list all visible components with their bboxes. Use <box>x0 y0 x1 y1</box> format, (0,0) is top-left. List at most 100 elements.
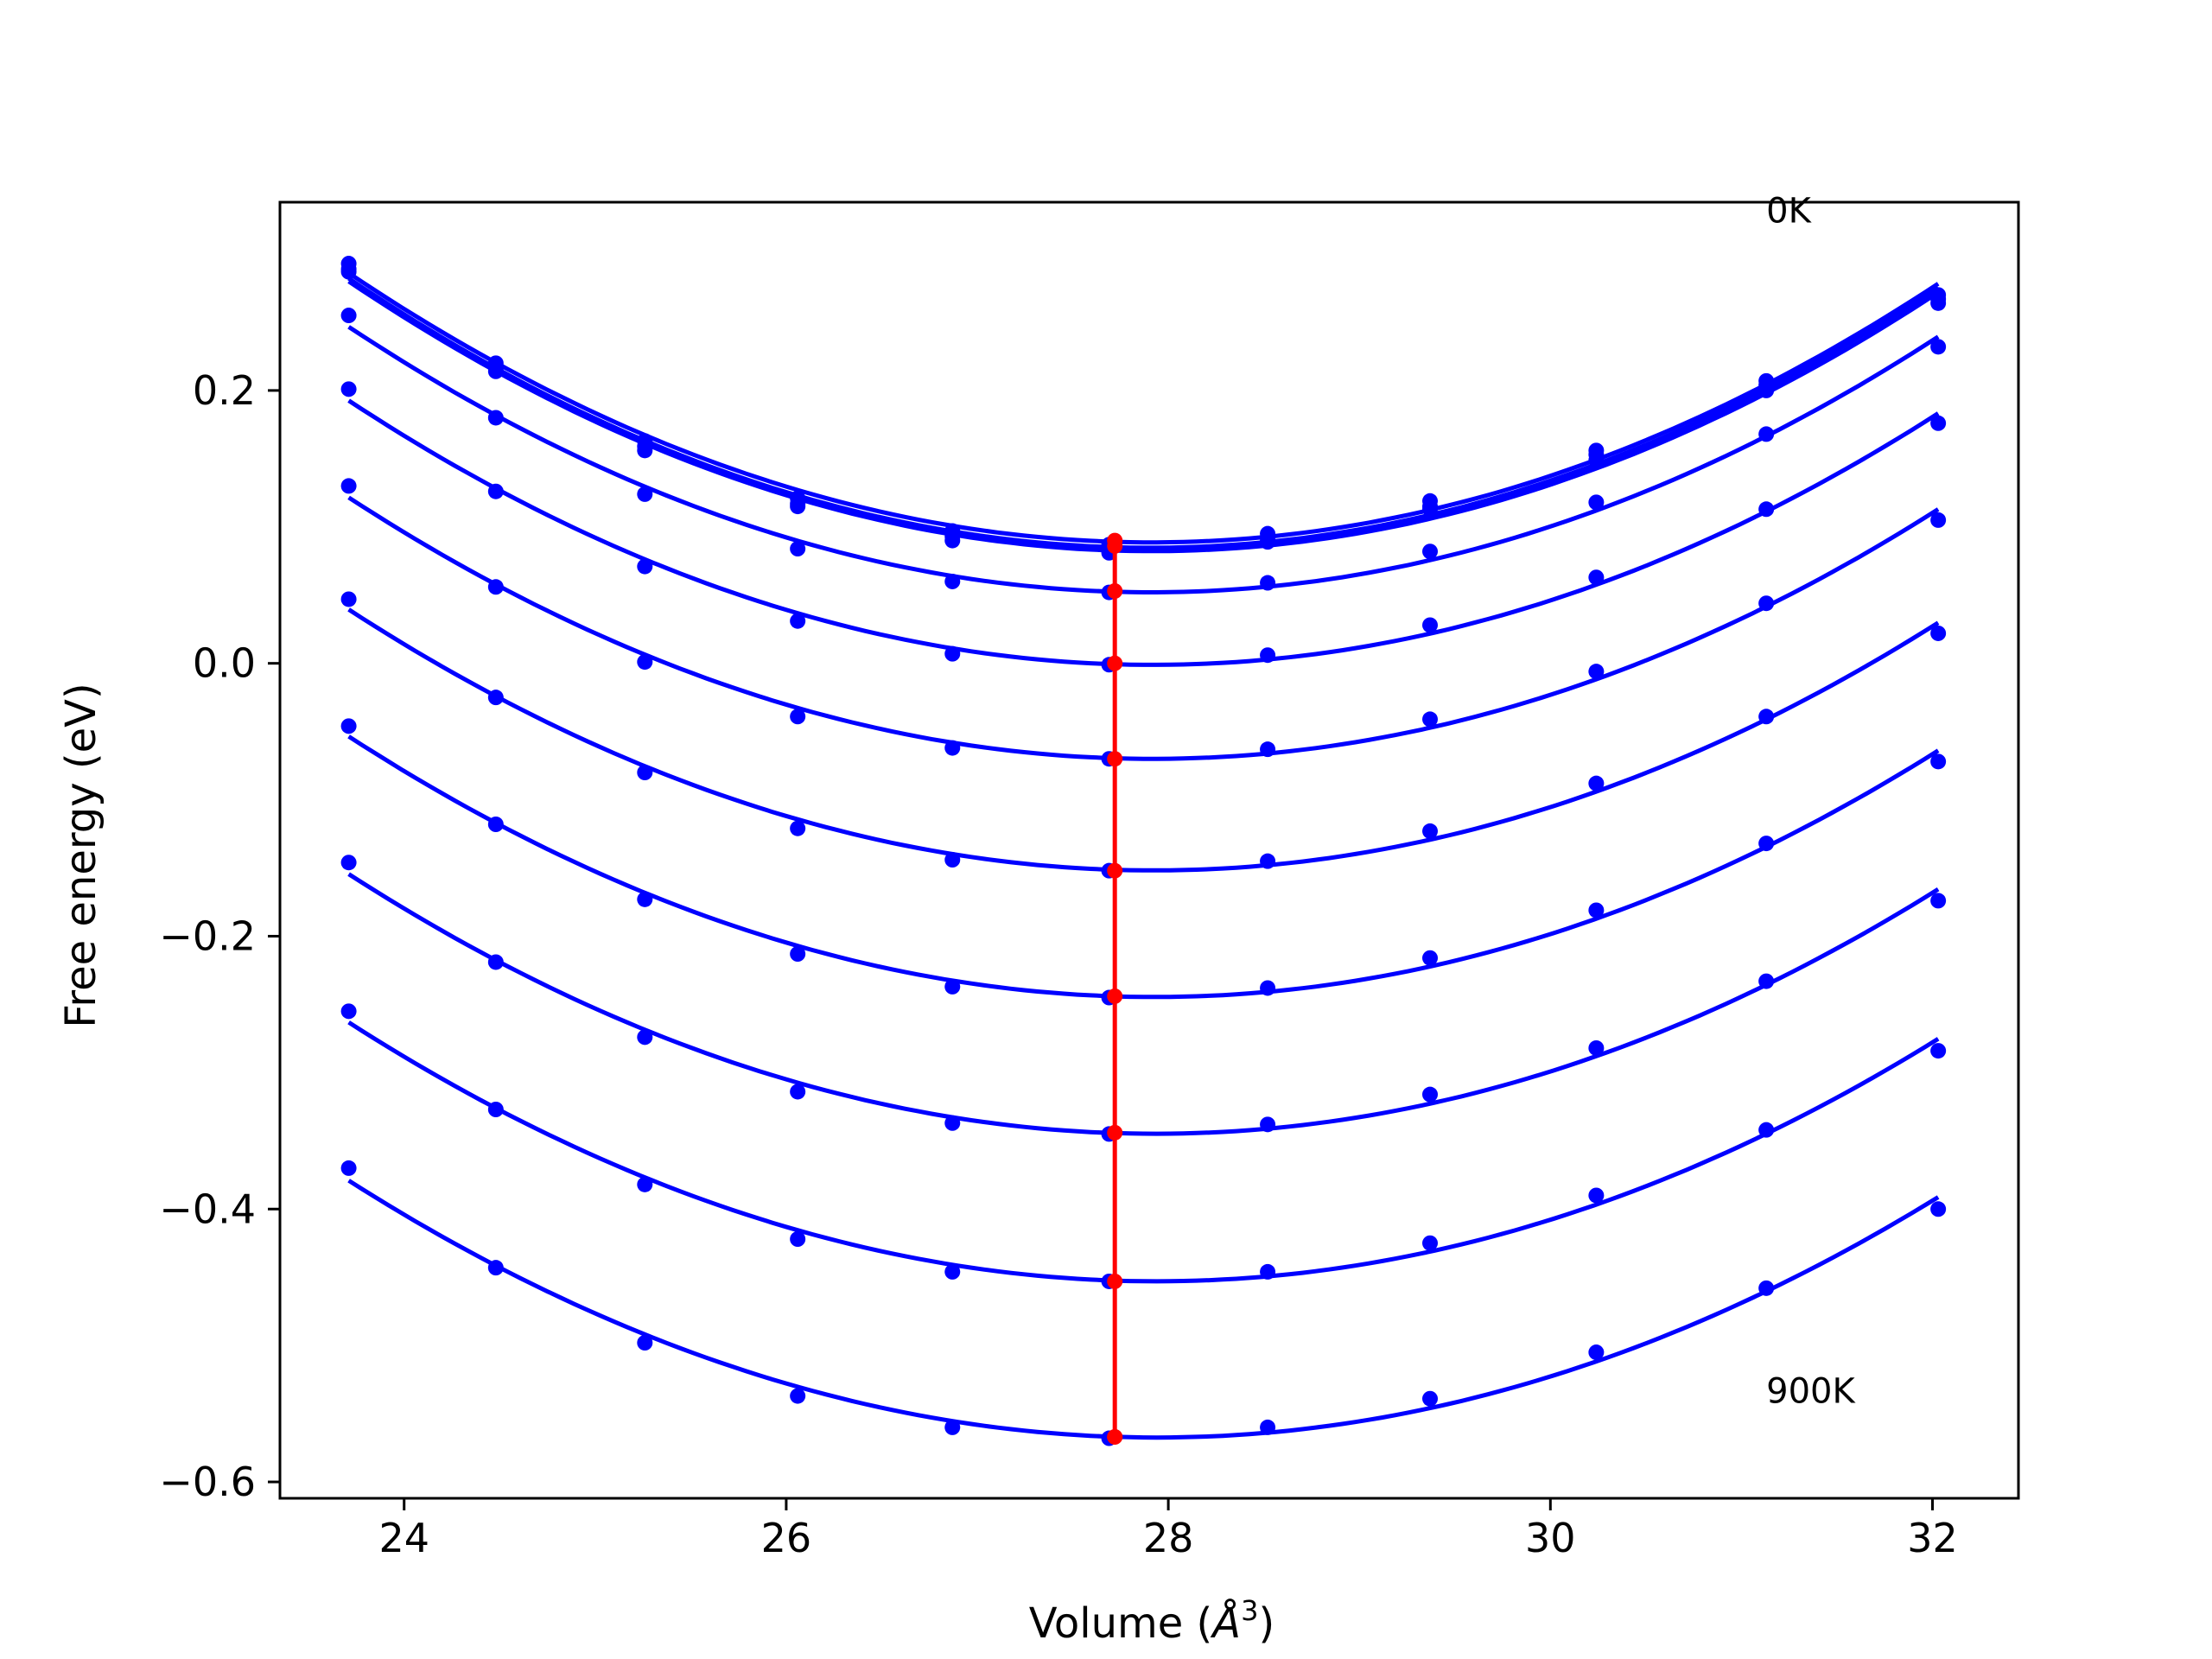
series-curve-2 <box>347 276 1940 550</box>
series-curve-11 <box>347 1179 1940 1440</box>
y-tick-label-2: 0.0 <box>193 640 256 687</box>
series-5-point-2 <box>487 483 504 499</box>
series-11-point-4 <box>790 1388 806 1404</box>
series-7-point-5 <box>944 852 961 868</box>
y-tick-label-1: 0.2 <box>193 367 256 414</box>
series-3-point-7 <box>1260 534 1276 550</box>
series-4-point-4 <box>790 541 806 557</box>
series-6-point-7 <box>1260 741 1276 758</box>
series-5-point-1 <box>340 381 357 397</box>
minimum-point-6 <box>1107 862 1123 879</box>
series-3-point-1 <box>340 264 357 280</box>
series-7-point-10 <box>1758 709 1775 725</box>
series-4-point-9 <box>1588 494 1605 511</box>
axes-frame <box>278 200 2020 1500</box>
series-8-point-2 <box>487 817 504 832</box>
x-tick-label-1: 24 <box>378 1515 429 1561</box>
series-3-point-9 <box>1588 452 1605 468</box>
series-5-point-11 <box>1930 415 1947 431</box>
series-9-point-2 <box>487 954 504 970</box>
series-5-point-10 <box>1758 501 1775 518</box>
minimum-point-11 <box>1107 1428 1123 1445</box>
series-3-point-5 <box>944 532 961 549</box>
series-4-point-11 <box>1930 339 1947 355</box>
series-10-point-7 <box>1260 1263 1276 1280</box>
series-4-point-10 <box>1758 426 1775 442</box>
series-7-point-8 <box>1422 823 1439 839</box>
series-10-point-1 <box>340 1003 357 1020</box>
series-5-point-9 <box>1588 569 1605 586</box>
series-9-point-4 <box>790 1084 806 1100</box>
series-curve-5 <box>347 398 1940 667</box>
y-tick-label-4: −0.4 <box>159 1185 256 1232</box>
x-axis-label: Volume (Å3) <box>1029 1594 1274 1648</box>
series-11-point-3 <box>637 1335 653 1351</box>
series-11-point-10 <box>1758 1280 1775 1296</box>
minimum-point-2 <box>1107 537 1123 554</box>
series-4-point-5 <box>944 573 961 589</box>
series-7-point-11 <box>1930 625 1947 641</box>
series-11-point-2 <box>487 1260 504 1276</box>
series-7-point-7 <box>1260 853 1276 869</box>
series-10-point-3 <box>637 1176 653 1192</box>
plot-area: 0K 900K <box>340 192 1947 1446</box>
series-9-point-9 <box>1588 1039 1605 1056</box>
series-10-point-2 <box>487 1102 504 1117</box>
series-9-point-8 <box>1422 1086 1439 1103</box>
series-curve-4 <box>347 325 1940 594</box>
series-10-point-10 <box>1758 1122 1775 1138</box>
series-4-point-8 <box>1422 543 1439 560</box>
series-10-point-11 <box>1930 1043 1947 1059</box>
series-7-point-9 <box>1588 775 1605 791</box>
series-9-point-3 <box>637 1029 653 1046</box>
axes: 24 26 28 30 32 0.2 0.0 −0.2 −0.4 −0.6 <box>159 200 2020 1561</box>
series-11-point-7 <box>1260 1419 1276 1435</box>
series-8-point-11 <box>1930 753 1947 770</box>
series-8-point-1 <box>340 718 357 734</box>
series-6-point-9 <box>1588 664 1605 680</box>
series-3-point-8 <box>1422 501 1439 518</box>
series-9-point-7 <box>1260 1116 1276 1133</box>
series-3-point-3 <box>637 442 653 459</box>
series-curve-7 <box>347 607 1940 873</box>
series-10-point-4 <box>790 1231 806 1247</box>
series-8-point-9 <box>1588 902 1605 918</box>
minimum-point-9 <box>1107 1273 1123 1289</box>
x-tick-label-2: 26 <box>761 1515 812 1561</box>
series-8-point-7 <box>1260 980 1276 996</box>
series-5-point-8 <box>1422 617 1439 633</box>
series-3-point-10 <box>1758 382 1775 398</box>
series-curve-9 <box>347 872 1940 1136</box>
y-tick-label-3: −0.2 <box>159 912 256 959</box>
x-tick-label-3: 28 <box>1143 1515 1194 1561</box>
series-11-point-11 <box>1930 1201 1947 1217</box>
series-10-point-9 <box>1588 1187 1605 1204</box>
series-6-point-3 <box>637 654 653 671</box>
x-tick-label-4: 30 <box>1525 1515 1576 1561</box>
series-11-point-5 <box>944 1419 961 1435</box>
series-8-point-3 <box>637 891 653 907</box>
minimum-point-5 <box>1107 751 1123 767</box>
series-8-point-8 <box>1422 950 1439 966</box>
minimum-point-4 <box>1107 655 1123 671</box>
series-6-point-4 <box>790 709 806 725</box>
series-6-point-2 <box>487 579 504 595</box>
series-11-point-9 <box>1588 1344 1605 1361</box>
series-6-point-10 <box>1758 595 1775 612</box>
series-7-point-3 <box>637 765 653 780</box>
series-7-point-2 <box>487 690 504 706</box>
series-5-point-3 <box>637 558 653 575</box>
series-4-point-3 <box>637 486 653 502</box>
series-6-point-8 <box>1422 711 1439 728</box>
series-9-point-1 <box>340 855 357 871</box>
y-axis-label: Free energy (eV) <box>57 683 105 1027</box>
series-curve-3 <box>347 279 1940 554</box>
series-9-point-11 <box>1930 893 1947 909</box>
series-6-point-5 <box>944 740 961 756</box>
series-9-point-10 <box>1758 973 1775 989</box>
minimum-point-8 <box>1107 1124 1123 1141</box>
series-7-point-4 <box>790 820 806 836</box>
series-9-point-5 <box>944 1115 961 1131</box>
series-10-point-8 <box>1422 1235 1439 1251</box>
series-6-point-11 <box>1930 512 1947 528</box>
